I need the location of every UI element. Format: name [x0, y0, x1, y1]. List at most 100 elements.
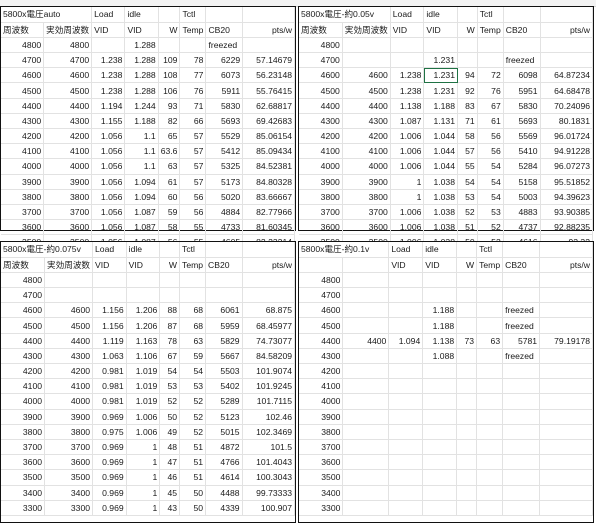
- freq-cell[interactable]: 3600: [1, 219, 45, 236]
- freq-cell[interactable]: 4100: [299, 143, 343, 160]
- freq-cell[interactable]: 3800: [1, 424, 46, 440]
- data-cell[interactable]: [422, 469, 458, 486]
- freq-cell[interactable]: 3900: [299, 409, 344, 425]
- data-cell[interactable]: 3600: [342, 219, 391, 236]
- data-cell[interactable]: 94.91228: [540, 143, 594, 160]
- data-cell[interactable]: 1: [390, 189, 425, 205]
- data-cell[interactable]: [342, 52, 391, 69]
- data-cell[interactable]: [539, 287, 593, 304]
- data-cell[interactable]: 55.76415: [242, 82, 295, 99]
- data-cell[interactable]: [456, 500, 478, 516]
- data-cell[interactable]: 1.119: [92, 333, 127, 349]
- data-cell[interactable]: [502, 409, 541, 425]
- data-cell[interactable]: 55: [457, 158, 478, 175]
- data-cell[interactable]: 5015: [205, 424, 243, 440]
- data-cell[interactable]: 67: [477, 98, 504, 114]
- freq-cell[interactable]: 4100: [1, 378, 46, 395]
- header-cell[interactable]: 実効周波数: [44, 257, 94, 273]
- header-cell[interactable]: Tctl: [476, 242, 504, 258]
- data-cell[interactable]: 54: [477, 189, 504, 205]
- data-cell[interactable]: [456, 378, 478, 395]
- data-cell[interactable]: 4300: [44, 348, 94, 365]
- freq-cell[interactable]: 3400: [299, 485, 344, 501]
- header-cell[interactable]: Load: [91, 7, 126, 23]
- data-cell[interactable]: 62.68817: [242, 98, 295, 114]
- data-cell[interactable]: [476, 439, 504, 456]
- data-cell[interactable]: 6061: [205, 302, 243, 319]
- header-cell[interactable]: [502, 242, 541, 258]
- data-cell[interactable]: 1.238: [91, 52, 126, 69]
- data-cell[interactable]: 4766: [205, 454, 243, 471]
- data-cell[interactable]: [342, 409, 390, 425]
- freq-cell[interactable]: 4700: [299, 52, 343, 69]
- data-cell[interactable]: 83.66667: [242, 189, 295, 205]
- data-cell[interactable]: 1.044: [423, 158, 458, 175]
- header-cell[interactable]: Load: [92, 242, 127, 258]
- data-cell[interactable]: [388, 439, 424, 456]
- data-cell[interactable]: 1.006: [390, 158, 425, 175]
- data-cell[interactable]: [456, 363, 478, 380]
- freq-cell[interactable]: 3500: [1, 469, 46, 486]
- data-cell[interactable]: 0.981: [92, 363, 127, 380]
- data-cell[interactable]: [388, 287, 424, 304]
- header-cell[interactable]: VID: [388, 257, 424, 273]
- data-cell[interactable]: 54: [457, 174, 478, 190]
- data-cell[interactable]: 0.969: [92, 439, 127, 456]
- data-cell[interactable]: 1.288: [124, 82, 159, 99]
- data-cell[interactable]: 1: [126, 485, 161, 501]
- data-cell[interactable]: [456, 454, 478, 471]
- data-cell[interactable]: 63.6: [158, 143, 181, 160]
- header-cell[interactable]: Load: [390, 7, 425, 23]
- freq-cell[interactable]: 4700: [299, 287, 344, 304]
- data-cell[interactable]: 4200: [44, 363, 94, 380]
- data-cell[interactable]: 1.056: [91, 143, 126, 160]
- data-cell[interactable]: 1.038: [423, 204, 458, 221]
- data-cell[interactable]: 1.087: [124, 204, 159, 221]
- data-cell[interactable]: 5020: [205, 189, 244, 205]
- data-cell[interactable]: [342, 469, 390, 486]
- header-cell[interactable]: [205, 242, 243, 258]
- data-cell[interactable]: [388, 393, 424, 410]
- data-cell[interactable]: 4500: [43, 82, 93, 99]
- data-cell[interactable]: [388, 454, 424, 471]
- data-cell[interactable]: 50: [179, 500, 207, 516]
- data-cell[interactable]: 1.156: [92, 317, 127, 334]
- data-cell[interactable]: 1.1: [124, 158, 159, 175]
- data-cell[interactable]: 68.875: [242, 302, 296, 319]
- data-cell[interactable]: 5158: [503, 174, 541, 190]
- data-cell[interactable]: 0.975: [92, 424, 127, 440]
- data-cell[interactable]: [457, 52, 478, 69]
- data-cell[interactable]: 100.907: [242, 500, 296, 516]
- data-cell[interactable]: 1.238: [91, 67, 126, 84]
- data-cell[interactable]: [422, 287, 458, 304]
- data-cell[interactable]: 1.131: [423, 113, 458, 130]
- data-cell[interactable]: 6098: [503, 67, 541, 84]
- data-cell[interactable]: 54: [477, 158, 504, 175]
- data-cell[interactable]: [476, 424, 504, 440]
- data-cell[interactable]: [456, 287, 478, 304]
- data-cell[interactable]: [476, 302, 504, 319]
- freq-cell[interactable]: 3800: [1, 189, 45, 205]
- data-cell[interactable]: 68: [179, 317, 207, 334]
- data-cell[interactable]: 106: [158, 82, 181, 99]
- data-cell[interactable]: 4500: [44, 317, 94, 334]
- data-cell[interactable]: 1.238: [91, 82, 126, 99]
- data-cell[interactable]: [342, 393, 390, 410]
- data-cell[interactable]: [44, 272, 94, 289]
- data-cell[interactable]: [92, 272, 127, 289]
- header-cell[interactable]: [158, 7, 181, 23]
- data-cell[interactable]: 1.231: [423, 52, 458, 69]
- data-cell[interactable]: 1.244: [124, 98, 159, 114]
- data-cell[interactable]: 51: [179, 454, 207, 471]
- data-cell[interactable]: [342, 287, 390, 304]
- data-cell[interactable]: 5569: [503, 128, 541, 145]
- freq-cell[interactable]: 3500: [299, 469, 344, 486]
- data-cell[interactable]: [179, 287, 207, 304]
- header-cell[interactable]: 実効周波数: [43, 22, 93, 38]
- data-cell[interactable]: [502, 287, 541, 304]
- data-cell[interactable]: [539, 317, 593, 334]
- freq-cell[interactable]: 4700: [1, 52, 45, 69]
- data-cell[interactable]: 63: [179, 333, 207, 349]
- data-cell[interactable]: 46: [159, 469, 181, 486]
- data-cell[interactable]: 1.087: [390, 113, 425, 130]
